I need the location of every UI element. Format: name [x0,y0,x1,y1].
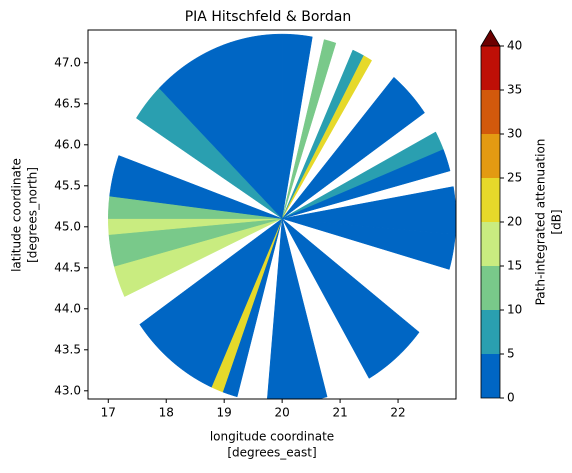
x-tick-label: 22 [390,406,405,420]
colorbar-segment [481,310,500,354]
sector [282,218,456,270]
colorbar-tick-label: 0 [507,391,515,405]
sector [282,131,444,219]
plot-frame [87,29,457,400]
sector [135,87,283,219]
x-tick-label: 20 [275,406,290,420]
colorbar-tick-label: 15 [507,259,522,273]
x-axis-label: longitude coordinate [210,430,334,444]
sector [281,49,365,219]
sector [108,218,283,267]
y-tick-label: 46.0 [54,137,81,151]
colorbar-tick-label: 30 [507,127,522,141]
colorbar-segment [481,222,500,266]
sector [281,39,337,219]
y-tick-label: 43.0 [54,383,81,397]
sector [108,218,283,235]
sector [109,155,283,219]
sector [139,217,283,388]
colorbar-tick-label: 35 [507,83,522,97]
sector [281,76,425,219]
sector [267,218,328,399]
y-tick-label: 43.5 [54,342,81,356]
sector [281,55,373,219]
chart-title: PIA Hitschfeld & Bordan [185,9,352,25]
colorbar-label: Path-integrated attenuation [534,139,548,306]
colorbar-tick-label: 10 [507,303,522,317]
sector [211,218,283,393]
y-tick-label: 44.5 [54,260,81,274]
colorbar-segment [481,354,500,398]
y-tick-label: 46.5 [54,96,81,110]
x-axis-label: [degrees_east] [227,446,316,460]
y-tick-label: 45.0 [54,219,81,233]
x-tick-label: 18 [159,406,174,420]
y-axis-label: latitude coordinate [10,158,24,272]
colorbar-tick-label: 25 [507,171,522,185]
colorbar-segment [481,134,500,178]
sector [113,218,283,297]
sector [281,33,313,219]
x-tick-label: 21 [332,406,347,420]
colorbar-tick-label: 20 [507,215,522,229]
y-tick-label: 45.5 [54,178,81,192]
x-tick-label: 19 [217,406,232,420]
colorbar-segment [481,266,500,310]
sector [158,33,283,220]
colorbar-segment [481,46,500,90]
y-tick-label: 44.0 [54,301,81,315]
y-axis-label: [degrees_north] [26,167,40,263]
x-tick-label: 17 [101,406,116,420]
colorbar-tick-label: 5 [507,347,515,361]
sector [222,218,283,398]
colorbar-segment [481,178,500,222]
colorbar-extension [480,29,501,47]
sector [281,218,420,379]
colorbar-tick-label: 40 [507,39,522,53]
colorbar-segment [481,90,500,134]
sector [282,149,451,219]
colorbar-label: [dB] [550,209,564,234]
y-tick-label: 47.0 [54,55,81,69]
